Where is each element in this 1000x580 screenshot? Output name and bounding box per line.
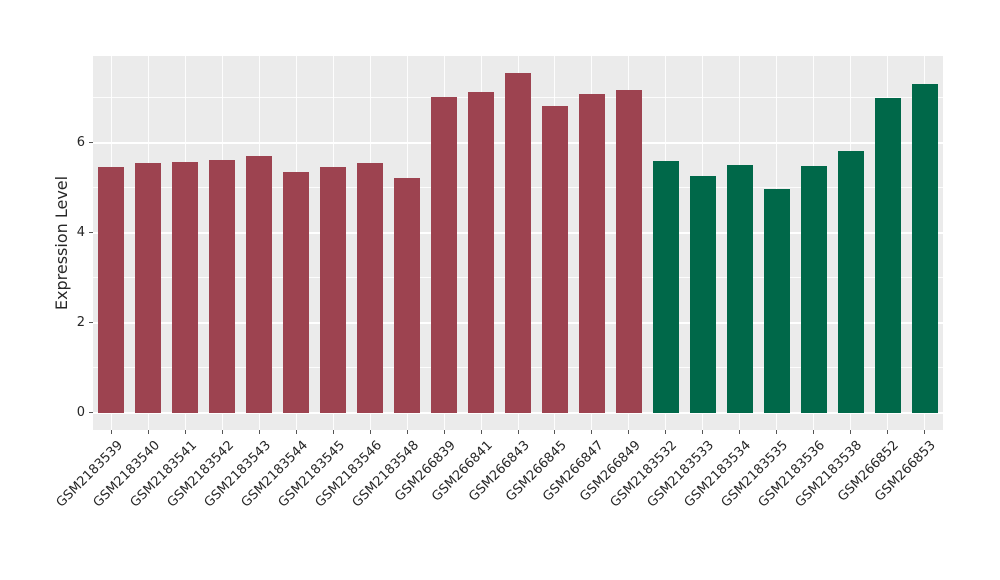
- x-tick-mark: [554, 430, 556, 434]
- x-tick-mark: [813, 430, 815, 434]
- x-tick-mark: [517, 430, 519, 434]
- y-tick-label: 6: [76, 134, 85, 150]
- x-tick-mark: [480, 430, 482, 434]
- bar-GSM266845: [541, 105, 568, 413]
- y-tick-label: 0: [76, 404, 85, 420]
- bar-GSM266841: [468, 92, 495, 413]
- bar-GSM266843: [505, 73, 531, 413]
- bar-GSM266853: [911, 84, 938, 413]
- x-tick-mark: [776, 430, 778, 434]
- bar-GSM2183532: [652, 160, 679, 413]
- bar-GSM2183541: [172, 161, 199, 413]
- x-tick-mark: [850, 430, 852, 434]
- x-tick-mark: [887, 430, 889, 434]
- x-tick-mark: [184, 430, 186, 434]
- x-tick-mark: [406, 430, 408, 434]
- bar-GSM2183542: [209, 159, 236, 413]
- x-tick-mark: [443, 430, 445, 434]
- bar-GSM2183539: [98, 166, 125, 413]
- bar-GSM2183533: [689, 175, 716, 413]
- y-tick-label: 2: [76, 314, 85, 330]
- x-tick-mark: [147, 430, 149, 434]
- y-tick-mark: [89, 412, 93, 414]
- y-tick-label: 4: [76, 224, 85, 240]
- x-tick-mark: [702, 430, 704, 434]
- x-tick-mark: [295, 430, 297, 434]
- bar-GSM2183544: [283, 171, 310, 413]
- y-tick-mark: [89, 142, 93, 144]
- x-tick-mark: [258, 430, 260, 434]
- bar-GSM266849: [615, 90, 642, 413]
- y-tick-mark: [89, 322, 93, 324]
- bar-GSM2183543: [246, 156, 273, 413]
- x-tick-mark: [332, 430, 334, 434]
- x-tick-mark: [369, 430, 371, 434]
- bar-GSM2183540: [135, 163, 162, 413]
- x-tick-mark: [665, 430, 667, 434]
- bar-GSM2183538: [837, 151, 864, 413]
- x-tick-mark: [628, 430, 630, 434]
- bar-GSM2183548: [394, 177, 421, 413]
- x-tick-mark: [591, 430, 593, 434]
- bar-GSM2183545: [320, 166, 347, 413]
- x-tick-mark: [221, 430, 223, 434]
- bar-GSM2183535: [763, 189, 790, 413]
- bar-GSM266847: [578, 93, 605, 413]
- bar-GSM2183536: [800, 165, 827, 413]
- x-tick-mark: [924, 430, 926, 434]
- bar-GSM2183534: [726, 165, 753, 413]
- bar-GSM266839: [431, 96, 458, 413]
- x-tick-mark: [739, 430, 741, 434]
- bar-GSM266852: [874, 97, 901, 413]
- y-tick-mark: [89, 232, 93, 234]
- x-tick-mark: [110, 430, 112, 434]
- bar-GSM2183546: [357, 163, 384, 413]
